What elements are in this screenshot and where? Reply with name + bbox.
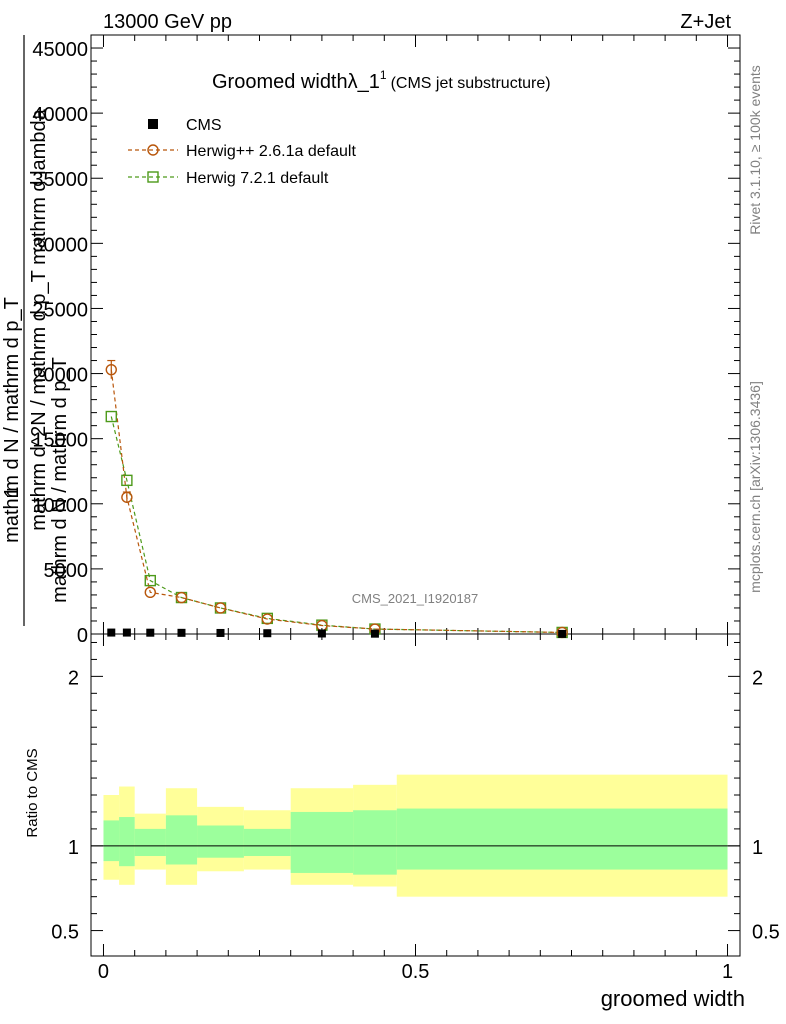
x-tick-label: 0 — [98, 961, 109, 983]
data-point — [317, 629, 326, 638]
ratio-band-inner-bin — [243, 828, 291, 857]
chart-title: Groomed widthλ_11 (CMS jet substructure) — [212, 68, 551, 93]
y-tick-label: 45000 — [32, 39, 88, 61]
ratio-band-inner-bin — [119, 817, 135, 867]
legend-marker-cms — [148, 119, 158, 129]
chart-title-main: Groomed widthλ_1 — [212, 71, 380, 93]
legend: CMS Herwig++ 2.6.1a default Herwig 7.2.1… — [128, 117, 356, 187]
series-line — [110, 416, 563, 634]
axis-tick-labels: 0 5000 10000 15000 20000 25000 30000 35000 40000… — [32, 39, 779, 983]
ratio-tick-label-right: 0.5 — [752, 922, 780, 944]
ratio-tick-label: 0.5 — [51, 922, 79, 944]
data-point — [261, 613, 273, 625]
y-tick-label: 0 — [77, 625, 88, 647]
ratio-band-inner-bin — [134, 828, 166, 857]
ratio-tick-label-right: 1 — [752, 837, 763, 859]
data-point — [121, 491, 133, 503]
main-y-label: 1 mathrm d^2N / mathrm d p_T mathrm d la… — [1, 35, 71, 626]
header-right: Z+Jet — [680, 11, 731, 33]
ratio-tick-label: 1 — [68, 837, 79, 859]
ratio-tick-label: 2 — [68, 667, 79, 689]
data-point — [214, 602, 227, 614]
legend-label-cms: CMS — [186, 117, 222, 134]
data-point — [146, 628, 155, 637]
series-line — [110, 369, 563, 634]
y-tick-label: 30000 — [32, 234, 88, 256]
y-label-denominator: mathrm d N / mathrm d p_T — [1, 297, 23, 543]
ratio-band-inner-bin — [396, 808, 728, 870]
y-tick-label: 5000 — [44, 560, 89, 582]
chart-title-sup: 1 — [380, 68, 387, 82]
y-tick-label: 20000 — [32, 365, 88, 387]
ratio-tick-label-right: 2 — [752, 667, 763, 689]
data-point — [177, 628, 186, 637]
ratio-band-inner-bin — [353, 810, 397, 875]
data-point — [175, 591, 188, 604]
data-point — [105, 410, 117, 423]
ratio-band-inner-bin — [103, 820, 120, 862]
y-tick-label: 10000 — [32, 495, 88, 517]
legend-label-herwigpp: Herwig++ 2.6.1a default — [186, 143, 356, 160]
ratio-band-inner-bin — [290, 811, 354, 873]
ratio-band-inner-bin — [165, 815, 198, 865]
data-point — [144, 586, 156, 599]
mcplots-label: mcplots.cern.ch [arXiv:1306.3436] — [747, 381, 763, 593]
legend-marker-herwig7 — [147, 171, 159, 183]
ratio-y-label: Ratio to CMS — [24, 748, 41, 837]
data-point — [558, 629, 567, 638]
x-tick-label: 0.5 — [402, 961, 430, 983]
series-curves — [110, 369, 563, 634]
axis-ticks — [91, 35, 740, 956]
data-point — [370, 629, 379, 638]
x-axis-label: groomed width — [601, 986, 745, 1011]
x-tick-label: 1 — [722, 961, 733, 983]
data-point — [105, 363, 117, 376]
rivet-version-label: Rivet 3.1.10, ≥ 100k events — [747, 65, 763, 235]
y-tick-label: 25000 — [32, 299, 88, 321]
ratio-band-inner — [103, 808, 728, 875]
y-tick-label: 35000 — [32, 169, 88, 191]
series-markers — [105, 359, 568, 639]
data-point — [263, 629, 272, 638]
legend-marker-herwigpp — [147, 144, 159, 156]
y-label-numerator: 1 — [1, 486, 23, 497]
ratio-band-inner-bin — [197, 825, 244, 858]
data-point — [122, 628, 131, 637]
y-label-side: mathrm d N / mathrm d p_T — [49, 357, 71, 603]
analysis-watermark: CMS_2021_I1920187 — [352, 591, 479, 606]
data-point — [107, 628, 116, 637]
y-tick-label: 15000 — [32, 430, 88, 452]
legend-label-herwig7: Herwig 7.2.1 default — [186, 170, 329, 187]
data-point — [216, 628, 225, 637]
data-point — [144, 574, 156, 587]
data-point — [121, 474, 133, 487]
header-left: 13000 GeV pp — [103, 11, 232, 33]
y-tick-label: 40000 — [32, 104, 88, 126]
chart-subtitle: (CMS jet substructure) — [391, 75, 551, 92]
y-label-expression: mathrm d^2N / mathrm d p_T mathrm d lamb… — [28, 108, 50, 530]
